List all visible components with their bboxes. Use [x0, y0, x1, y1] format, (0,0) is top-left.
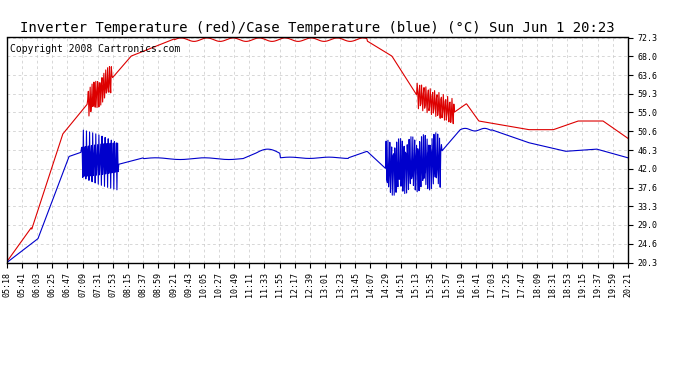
Text: Copyright 2008 Cartronics.com: Copyright 2008 Cartronics.com: [10, 44, 180, 54]
Title: Inverter Temperature (red)/Case Temperature (blue) (°C) Sun Jun 1 20:23: Inverter Temperature (red)/Case Temperat…: [20, 21, 615, 35]
